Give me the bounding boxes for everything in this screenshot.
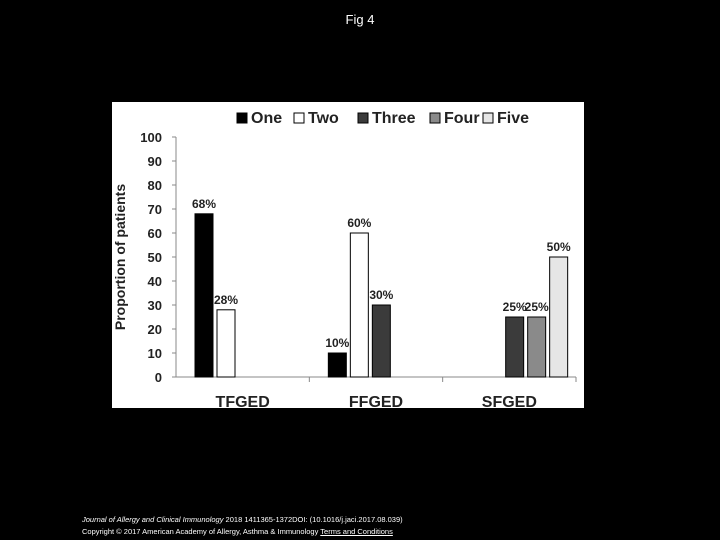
bar-three — [371, 304, 391, 378]
legend-swatch — [293, 112, 305, 124]
legend-swatch — [429, 112, 441, 124]
citation-text: 2018 1411365-1372DOI: (10.1016/j.jaci.20… — [223, 515, 403, 524]
data-label: 68% — [192, 197, 216, 211]
y-tick-label: 0 — [155, 370, 162, 385]
citation-line: Journal of Allergy and Clinical Immunolo… — [82, 514, 403, 526]
data-label: 10% — [325, 336, 349, 350]
legend-label: Four — [444, 110, 480, 127]
journal-name: Journal of Allergy and Clinical Immunolo… — [82, 515, 224, 524]
legend-label: Three — [372, 110, 416, 127]
legend-swatch — [357, 112, 369, 124]
y-tick-label: 70 — [148, 202, 162, 217]
bar-one — [194, 213, 214, 378]
y-tick-label: 50 — [148, 250, 162, 265]
y-tick-label: 60 — [148, 226, 162, 241]
bar-one — [327, 352, 347, 378]
y-tick-label: 30 — [148, 298, 162, 313]
bar-four — [527, 316, 547, 378]
terms-link[interactable]: Terms and Conditions — [320, 527, 393, 536]
copyright-line: Copyright © 2017 American Academy of All… — [82, 526, 403, 538]
y-axis-title: Proportion of patients — [112, 184, 128, 330]
bar-two — [349, 232, 369, 378]
data-label: 60% — [347, 216, 371, 230]
y-tick-label: 80 — [148, 178, 162, 193]
data-label: 25% — [503, 300, 527, 314]
y-tick-label: 10 — [148, 346, 162, 361]
y-tick-label: 20 — [148, 322, 162, 337]
x-category-label: SFGED — [482, 394, 537, 408]
y-tick-label: 90 — [148, 154, 162, 169]
footer: Journal of Allergy and Clinical Immunolo… — [82, 514, 403, 538]
y-tick-label: 40 — [148, 274, 162, 289]
slide-title: Fig 4 — [345, 12, 375, 27]
legend-swatch — [236, 112, 248, 124]
y-tick-label: 100 — [140, 130, 162, 145]
bar-three — [505, 316, 525, 378]
data-label: 28% — [214, 293, 238, 307]
data-label: 50% — [547, 240, 571, 254]
x-category-label: FFGED — [349, 394, 403, 408]
bar-chart: 0 10 20 30 40 50 60 70 80 90 100 TFGED FFGED SFGED Pro… — [112, 110, 577, 408]
data-label: 25% — [525, 300, 549, 314]
copyright-text: Copyright © 2017 American Academy of All… — [82, 527, 319, 536]
legend-label: One — [251, 110, 282, 127]
figure-panel: 0 10 20 30 40 50 60 70 80 90 100 TFGED FFGED SFGED Pro… — [112, 102, 584, 408]
bar-five — [549, 256, 569, 378]
legend-swatch — [482, 112, 494, 124]
legend-label: Five — [497, 110, 529, 127]
data-label: 30% — [369, 288, 393, 302]
legend-label: Two — [308, 110, 339, 127]
bar-two — [216, 309, 236, 378]
x-category-label: TFGED — [216, 394, 270, 408]
